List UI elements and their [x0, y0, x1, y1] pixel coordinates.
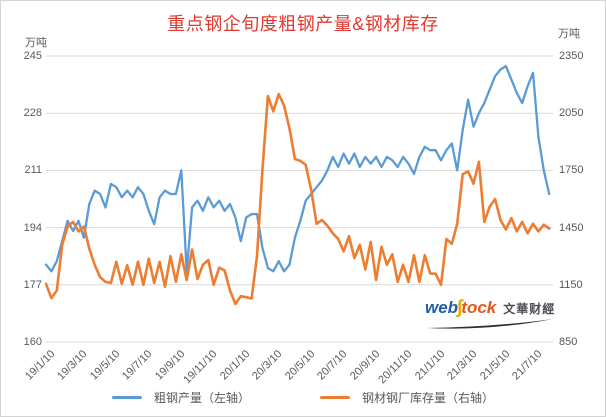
- left-axis-tick-label: 228: [23, 107, 42, 120]
- watermark-web-text: web: [425, 298, 459, 317]
- left-axis-tick-label: 211: [24, 164, 42, 177]
- left-axis-tick-label: 194: [23, 221, 42, 234]
- right-axis-tick-label: 850: [559, 336, 578, 348]
- legend-label-crude-steel: 粗钢产量（左轴）: [153, 391, 250, 405]
- steel-inventory-line: [44, 92, 551, 306]
- right-axis-tick-label: 2050: [559, 107, 584, 120]
- right-axis-tick-label: 2350: [559, 50, 584, 62]
- left-axis-tick-label: 177: [23, 278, 42, 291]
- watermark-webstock: web ∫ tock 文華财經: [425, 298, 565, 330]
- right-axis-unit-label: 万吨: [558, 28, 580, 40]
- legend-item-inventory: 钢材钢厂库存量（右轴）: [320, 389, 494, 406]
- watermark-tock-text: tock: [461, 298, 497, 317]
- right-axis-tick-label: 1150: [559, 278, 583, 291]
- watermark-flame-icon: ∫: [457, 297, 463, 318]
- left-axis-tick-label: 160: [23, 336, 42, 348]
- right-axis-tick-label: 1450: [559, 221, 584, 234]
- left-axis-tick-label: 245: [23, 50, 42, 62]
- left-axis-unit-label: 万吨: [25, 37, 47, 49]
- watermark-swoosh-icon: [427, 319, 553, 329]
- crude-steel-output-line: [44, 64, 551, 273]
- legend-label-inventory: 钢材钢厂库存量（右轴）: [362, 391, 495, 405]
- legend-item-crude-steel: 粗钢产量（左轴）: [111, 389, 250, 406]
- legend: 粗钢产量（左轴） 钢材钢厂库存量（右轴）: [1, 389, 605, 406]
- legend-line-orange-icon: [320, 395, 350, 400]
- right-axis-tick-label: 1750: [559, 164, 584, 177]
- watermark-cn-text: 文華财經: [503, 302, 556, 316]
- chart-title: 重点钢企旬度粗钢产量&钢材库存: [167, 14, 439, 34]
- legend-line-blue-icon: [111, 395, 142, 400]
